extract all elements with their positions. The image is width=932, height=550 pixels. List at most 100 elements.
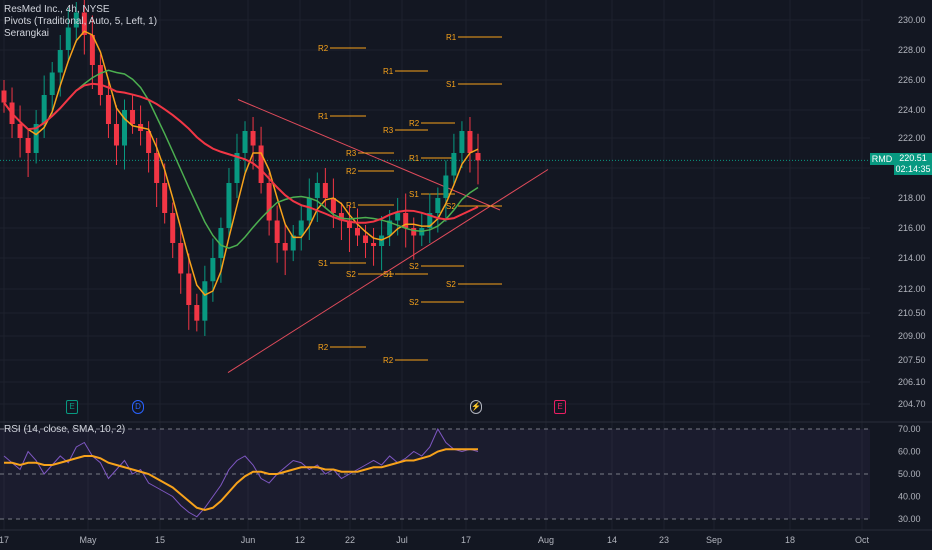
candle-body (451, 153, 457, 176)
candle-body (170, 213, 176, 243)
candle-body (242, 131, 248, 153)
price-tick-label: 230.00 (898, 15, 926, 25)
candle-body (338, 213, 344, 221)
ma-fast (3, 30, 479, 296)
pivot-label: R2 (383, 356, 394, 365)
candle-body (459, 131, 465, 153)
rsi-ma-line (4, 448, 478, 512)
candle-body (210, 258, 216, 282)
split-event-icon[interactable]: ⚡ (470, 400, 482, 414)
symbol-price-tag: RMD (870, 153, 894, 165)
candle-body (298, 220, 304, 236)
price-tick-label: 218.00 (898, 193, 926, 203)
time-tick-label: 12 (295, 535, 305, 545)
rsi-tick-label: 30.00 (898, 514, 921, 524)
time-tick-label: 23 (659, 535, 669, 545)
pivot-label: S2 (409, 298, 419, 307)
candle-body (282, 243, 288, 251)
candle-body (443, 175, 449, 198)
pivot-label: R3 (383, 126, 394, 135)
ma-mid (3, 69, 479, 250)
time-tick-label: Jun (241, 535, 256, 545)
candle-body (330, 198, 336, 213)
rsi-legend[interactable]: RSI (14, close, SMA, 10, 2) (4, 424, 126, 435)
candle-body (154, 153, 160, 183)
price-tick-label: 207.50 (898, 355, 926, 365)
pivot-label: R2 (318, 343, 329, 352)
time-tick-label: 18 (785, 535, 795, 545)
rsi-tick-label: 70.00 (898, 424, 921, 434)
price-tick-label: 228.00 (898, 45, 926, 55)
time-axis: 17 May 15 Jun 12 22 Jul 17 Aug 14 23 Sep 18 Oct (0, 529, 932, 545)
pivot-label: S2 (446, 202, 456, 211)
candle-body (122, 110, 128, 146)
serangkai-indicator-label[interactable]: Serangkai (4, 28, 50, 39)
earnings-event-icon[interactable]: E (66, 400, 78, 414)
grid (0, 0, 870, 530)
candle-body (41, 95, 47, 124)
price-tick-label: 212.00 (898, 284, 926, 294)
pivot-label: S1 (383, 270, 393, 279)
rsi-lines (3, 427, 479, 518)
candle-body (475, 153, 481, 161)
candle-body (306, 198, 312, 221)
time-tick-label: 17 (461, 535, 471, 545)
price-axis: 204.70 206.10 207.50 209.00 210.50 212.00 214.… (898, 15, 926, 524)
time-tick-label: Aug (538, 535, 554, 545)
candle-body (403, 213, 409, 228)
rsi-tick-label: 60.00 (898, 447, 921, 457)
price-tick-label: 224.00 (898, 105, 926, 115)
time-tick-label: Sep (706, 535, 722, 545)
pivots-indicator-label[interactable]: Pivots (Traditional, Auto, 5, Left, 1) (4, 16, 158, 27)
candle-body (113, 124, 119, 146)
chart-legend: ResMed Inc., 4h, NYSE Pivots (Traditiona… (4, 4, 157, 40)
pivot-label: S2 (446, 280, 456, 289)
candle-body (57, 50, 63, 73)
price-tick-label: 216.00 (898, 223, 926, 233)
pivot-label: R2 (346, 167, 357, 176)
pivot-label: S2 (346, 270, 356, 279)
candle-body (387, 220, 393, 236)
time-tick-label: Jul (396, 535, 408, 545)
earnings-event-icon-2[interactable]: E (554, 400, 566, 414)
candle-body (73, 12, 79, 28)
candle-body (226, 183, 232, 228)
candle-body (105, 95, 111, 124)
price-tick-label: 204.70 (898, 399, 926, 409)
last-price-value: 220.51 (899, 153, 927, 163)
countdown-timer: 02:14:35 (895, 164, 931, 174)
candle-body (274, 220, 280, 243)
candle-body (178, 243, 184, 274)
candle-body (97, 65, 103, 95)
last-price-box: 220.51 02:14:35 (894, 153, 932, 175)
dividend-event-icon[interactable]: D (132, 400, 144, 414)
pivot-label: S1 (446, 80, 456, 89)
candle-body (81, 12, 87, 35)
candle-body (25, 138, 31, 153)
trendline-upper (237, 99, 501, 211)
candle-body (346, 220, 352, 228)
price-tick-label: 214.00 (898, 253, 926, 263)
candle-body (218, 228, 224, 258)
time-tick-label: 17 (0, 535, 9, 545)
pivot-label: R1 (346, 201, 357, 210)
pivot-label: S2 (409, 262, 419, 271)
candle-body (395, 213, 401, 221)
time-tick-label: 14 (607, 535, 617, 545)
pivot-label: R1 (383, 67, 394, 76)
candle-body (371, 243, 377, 246)
candle-body (435, 198, 441, 213)
candle-body (89, 35, 95, 65)
candle-body (427, 213, 433, 228)
pivot-label: R1 (318, 112, 329, 121)
price-tick-label: 206.10 (898, 377, 926, 387)
candle-body (1, 90, 7, 103)
price-tick-label: 222.00 (898, 133, 926, 143)
candle-body (467, 131, 473, 153)
candle-body (322, 183, 328, 198)
candle-body (354, 228, 360, 236)
candle-body (162, 183, 168, 213)
moving-averages (3, 30, 479, 296)
candle-body (258, 145, 264, 183)
